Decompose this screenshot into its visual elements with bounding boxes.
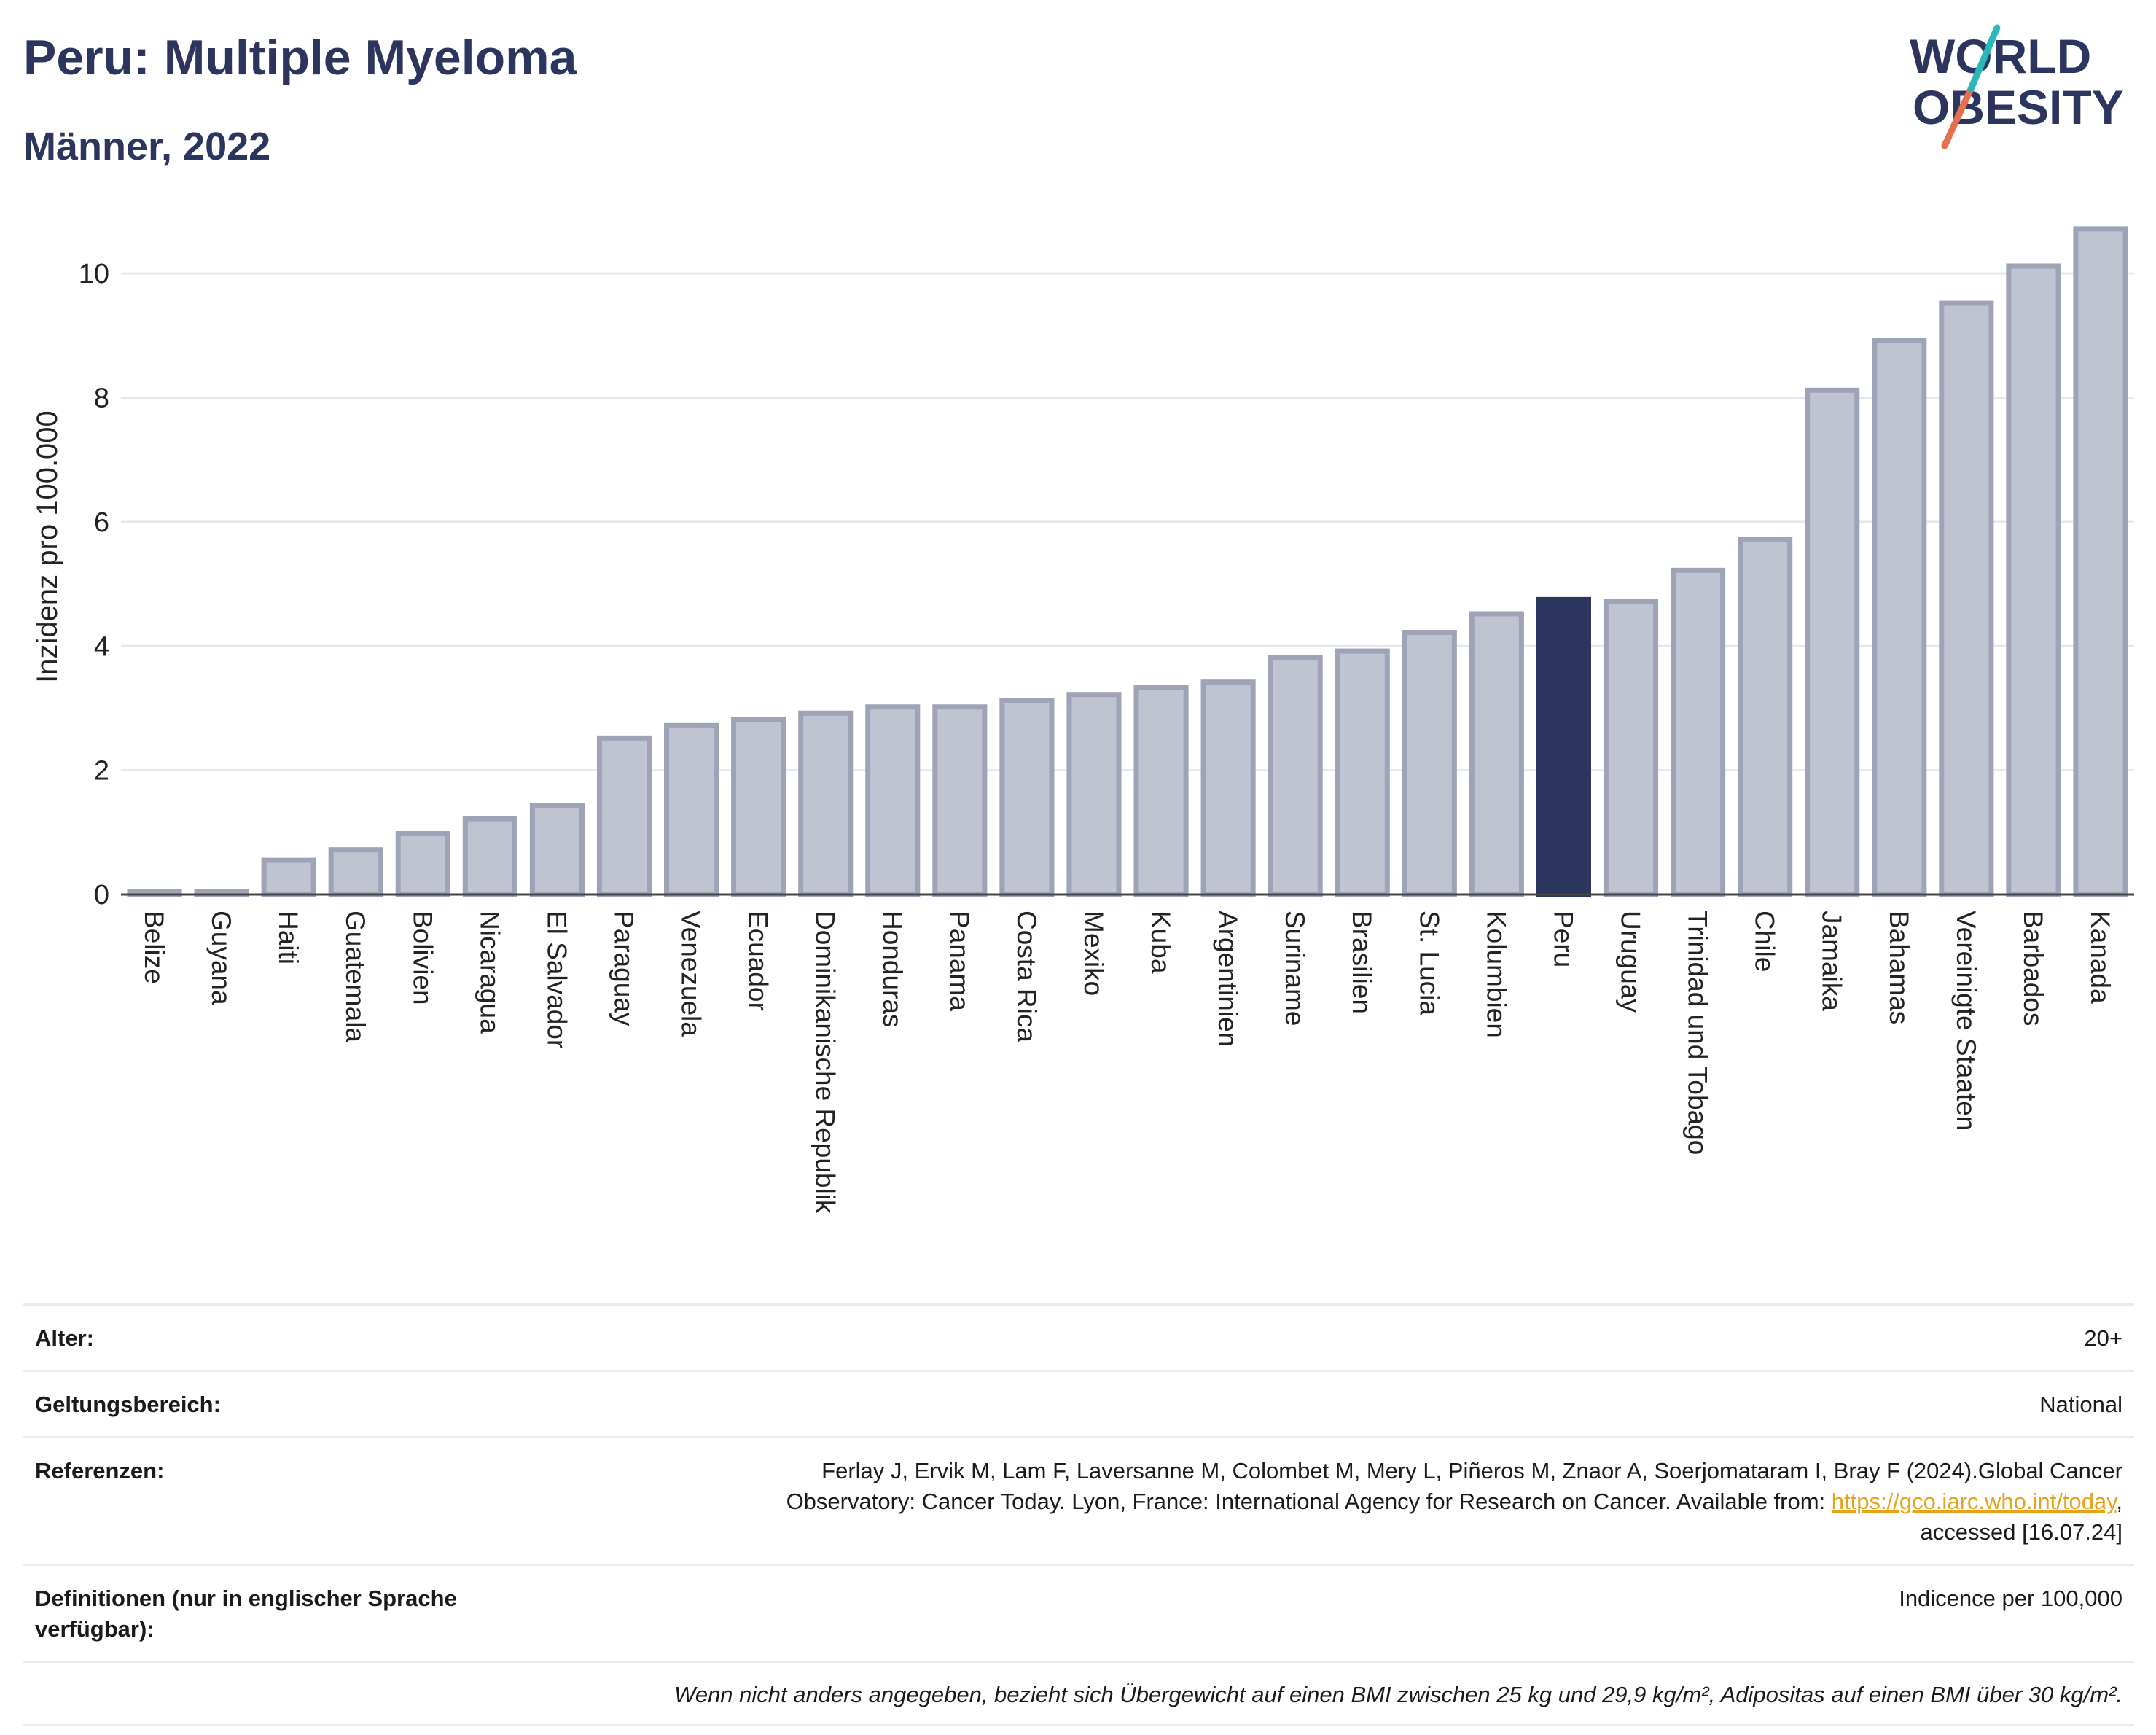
chart-bars xyxy=(127,226,2128,897)
x-tick-label: Peru xyxy=(1548,911,1578,967)
bar-vereinigte-staaten[interactable] xyxy=(1939,300,1994,897)
bar-kanada[interactable] xyxy=(2073,226,2128,897)
bar-brasilien[interactable] xyxy=(1335,648,1390,897)
x-tick-label: Ecuador xyxy=(743,911,773,1011)
x-tick-label: Dominikanische Republik xyxy=(811,911,840,1214)
bar-ecuador[interactable] xyxy=(731,717,786,897)
meta-row-scope: Geltungsbereich: National xyxy=(23,1372,2134,1438)
bar-barbados[interactable] xyxy=(2006,263,2061,897)
y-tick-label: 2 xyxy=(94,756,109,787)
world-obesity-logo[interactable]: WORLD OBESITY xyxy=(1895,22,2143,153)
x-tick-label: St. Lucia xyxy=(1414,911,1444,1015)
logo-text-world: WORLD xyxy=(1910,29,2091,83)
y-tick-label: 8 xyxy=(94,383,109,414)
y-tick-label: 10 xyxy=(79,259,109,289)
x-tick-label: Kolumbien xyxy=(1481,911,1511,1038)
y-tick-label: 4 xyxy=(94,631,109,662)
meta-refs-label: Referenzen: xyxy=(35,1458,165,1483)
y-tick-label: 6 xyxy=(94,507,109,538)
page-subtitle: Männer, 2022 xyxy=(23,125,271,168)
meta-age-value: 20+ xyxy=(2084,1325,2122,1351)
x-tick-label: Mexiko xyxy=(1079,911,1109,996)
x-tick-label: Kanada xyxy=(2085,911,2115,1004)
x-axis-ticks: Belize Guyana Haiti Guatemala Bolivien Nicara… xyxy=(139,911,2115,1214)
bar-guatemala[interactable] xyxy=(328,847,383,897)
refs-link[interactable]: https://gco.iarc.who.int/today xyxy=(1831,1489,2117,1514)
meta-age-label: Alter: xyxy=(35,1325,94,1351)
x-tick-label: Haiti xyxy=(273,911,303,964)
bar-haiti[interactable] xyxy=(261,857,316,897)
bar-bahamas[interactable] xyxy=(1872,338,1927,897)
x-tick-label: Costa Rica xyxy=(1012,911,1042,1042)
x-tick-label: Trinidad und Tobago xyxy=(1683,911,1713,1155)
meta-def-label: Definitionen (nur in englischer Sprache … xyxy=(35,1586,457,1642)
bar-paraguay[interactable] xyxy=(596,735,652,897)
x-tick-label: Honduras xyxy=(878,911,907,1027)
chart-gridlines xyxy=(121,272,2134,772)
meta-def-value: Indicence per 100,000 xyxy=(1899,1586,2122,1611)
x-tick-label: El Salvador xyxy=(542,911,571,1048)
x-tick-label: Guatemala xyxy=(340,911,370,1042)
x-tick-label: Paraguay xyxy=(609,911,639,1026)
metadata-table: Alter: 20+ Geltungsbereich: National Ref… xyxy=(23,1303,2134,1726)
bar-kuba[interactable] xyxy=(1133,685,1189,897)
bar-nicaragua[interactable] xyxy=(462,816,517,897)
logo-slash-red xyxy=(1941,85,1975,149)
meta-row-definitions: Definitionen (nur in englischer Sprache … xyxy=(23,1566,2134,1663)
x-tick-label: Guyana xyxy=(206,911,236,1005)
refs-line-1: Ferlay J, Ervik M, Lam F, Laversanne M, … xyxy=(821,1458,2122,1483)
meta-row-references: Referenzen: Ferlay J, Ervik M, Lam F, La… xyxy=(23,1438,2134,1566)
bar-el-salvador[interactable] xyxy=(529,803,585,897)
bar-dominikanische-republik[interactable] xyxy=(798,710,854,897)
x-tick-label: Bolivien xyxy=(407,911,437,1005)
bar-argentinien[interactable] xyxy=(1200,679,1256,897)
bar-st-lucia[interactable] xyxy=(1402,630,1457,897)
x-tick-label: Chile xyxy=(1750,911,1780,972)
x-tick-label: Kuba xyxy=(1146,911,1176,974)
logo-slash-teal xyxy=(1967,24,2001,93)
bar-suriname[interactable] xyxy=(1268,655,1323,897)
bar-bolivien[interactable] xyxy=(395,831,450,897)
x-tick-label: Uruguay xyxy=(1616,911,1646,1013)
x-tick-label: Nicaragua xyxy=(474,911,504,1034)
y-tick-label: 0 xyxy=(94,880,109,911)
meta-refs-value: Ferlay J, Ervik M, Lam F, Laversanne M, … xyxy=(560,1456,2122,1548)
bar-trinidad-und-tobago[interactable] xyxy=(1671,567,1726,897)
refs-line-2: Observatory: Cancer Today. Lyon, France:… xyxy=(786,1489,2122,1514)
y-axis-label: Inzidenz pro 100.000 xyxy=(31,410,63,683)
bar-chile[interactable] xyxy=(1738,537,1793,897)
x-tick-label: Jamaika xyxy=(1817,911,1847,1011)
bar-mexiko[interactable] xyxy=(1066,692,1122,897)
x-tick-label: Venezuela xyxy=(676,911,706,1037)
bar-uruguay[interactable] xyxy=(1603,599,1659,897)
x-tick-label: Argentinien xyxy=(1213,911,1243,1047)
x-tick-label: Vereinigte Staaten xyxy=(1951,911,1981,1131)
x-tick-label: Panama xyxy=(945,911,975,1011)
bar-costa-rica[interactable] xyxy=(999,698,1055,897)
bar-jamaika[interactable] xyxy=(1805,387,1860,897)
logo-text-obesity: OBESITY xyxy=(1913,80,2124,134)
meta-row-age: Alter: 20+ xyxy=(23,1306,2134,1372)
meta-scope-value: National xyxy=(2039,1392,2122,1417)
refs-line-3: accessed [16.07.24] xyxy=(1920,1519,2122,1545)
meta-scope-label: Geltungsbereich: xyxy=(35,1392,221,1417)
x-tick-label: Brasilien xyxy=(1347,911,1377,1014)
bar-kolumbien[interactable] xyxy=(1469,611,1524,897)
bar-honduras[interactable] xyxy=(865,704,921,897)
x-tick-label: Belize xyxy=(139,911,169,984)
page-title: Peru: Multiple Myeloma xyxy=(23,30,577,85)
bar-panama[interactable] xyxy=(932,704,988,897)
bar-peru[interactable] xyxy=(1536,596,1591,897)
bar-chart: 0 2 4 6 8 10 Belize Guyana Haiti Guatemala Bolivi… xyxy=(31,226,2134,1214)
x-tick-label: Suriname xyxy=(1280,911,1310,1026)
x-tick-label: Bahamas xyxy=(1884,911,1914,1024)
bar-venezuela[interactable] xyxy=(664,722,719,897)
footnote: Wenn nicht anders angegeben, bezieht sic… xyxy=(23,1663,2134,1726)
y-axis-ticks: 0 2 4 6 8 10 xyxy=(79,259,109,911)
x-tick-label: Barbados xyxy=(2018,911,2048,1026)
